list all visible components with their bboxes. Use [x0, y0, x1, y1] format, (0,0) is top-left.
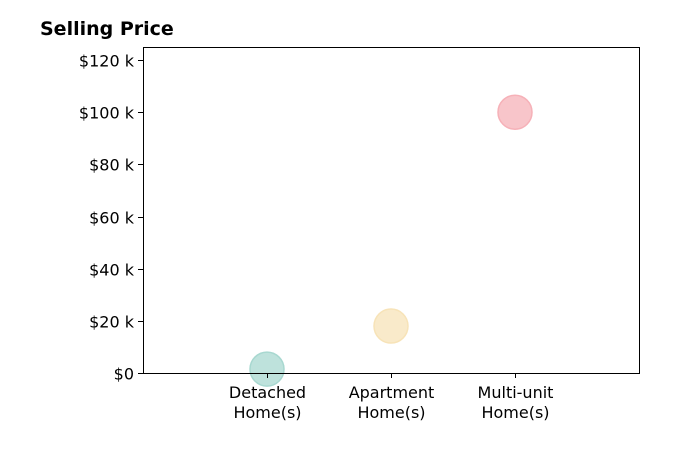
data-point — [249, 351, 285, 387]
y-tick-label: $100 k — [79, 104, 135, 123]
data-point — [373, 308, 409, 344]
y-tick-label: $0 — [114, 365, 134, 384]
x-tick-label: Multi-unit Home(s) — [478, 383, 554, 422]
plot-area — [249, 94, 533, 387]
data-point — [497, 94, 533, 130]
axes: $0 $20 k $40 k $60 k $80 k $100 k $120 k Detach… — [79, 52, 554, 423]
chart-title: Selling Price — [40, 18, 174, 40]
x-tick-label: Apartment Home(s) — [349, 383, 435, 422]
y-tick-label: $40 k — [89, 261, 135, 280]
x-tick-label: Detached Home(s) — [229, 383, 306, 422]
y-tick-label: $60 k — [89, 209, 135, 228]
y-tick-label: $120 k — [79, 52, 135, 71]
y-tick-label: $20 k — [89, 313, 135, 332]
y-tick-label: $80 k — [89, 156, 135, 175]
